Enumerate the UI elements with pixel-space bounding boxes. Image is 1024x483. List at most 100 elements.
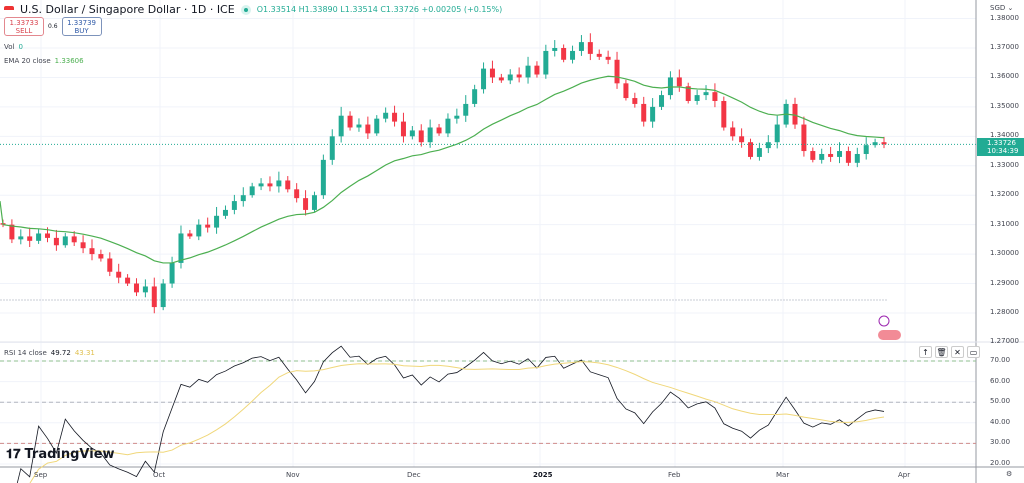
rsi-line [16,345,885,483]
candle-body [881,142,887,145]
candle-body [552,48,558,51]
candle-body [810,151,816,160]
candle-body [578,42,584,51]
time-label: Apr [898,471,911,479]
up-arrow-icon[interactable]: ↑ [919,346,932,358]
time-label: Dec [407,471,421,479]
candle-body [178,233,184,263]
candle-body [667,77,673,96]
candle-body [498,77,504,81]
chart-header: U.S. Dollar / Singapore Dollar · 1D · IC… [4,3,502,16]
time-label: Nov [286,471,300,479]
candle-body [756,148,762,157]
maximize-icon[interactable]: ▭ [967,346,980,358]
candle-body [632,98,638,104]
candle-body [659,95,665,107]
candle-body [53,237,59,246]
volume-value: 0 [18,43,23,51]
time-label: Mar [776,471,790,479]
usd-flag-icon [4,5,14,14]
candle-body [676,77,682,87]
candle-body [285,180,291,190]
candle-body [525,65,531,78]
candle-body [463,103,469,116]
spread: 0.6 [48,23,58,30]
candle-body [196,224,202,237]
candle-body [365,124,371,134]
candle-body [214,215,220,228]
candle-body [561,48,567,60]
price-tick: 1.27000 [990,337,1019,346]
rsi-tick: 40.00 [990,417,1011,426]
candle-body [712,92,718,101]
candle-body [819,153,825,160]
candle-body [9,224,15,240]
rsi-pane-tools: ↑ 🗑 ✕ ▭ [919,346,980,358]
candle-body [80,242,86,249]
rsi-legend[interactable]: RSI 14 close 49.72 43.31 [4,349,95,357]
candle-body [641,103,647,122]
candle-body [765,142,771,149]
candle-body [133,283,139,293]
ema-legend[interactable]: EMA 20 close 1.33606 [4,57,84,65]
candle-body [374,118,380,134]
rsi-ma-value: 43.31 [74,349,95,357]
price-tick: 1.33000 [990,160,1019,169]
candle-body [854,153,860,163]
candle-body [142,286,148,293]
time-label: Feb [668,471,681,479]
candle-body [27,236,33,241]
lightning-event-icon [878,315,890,327]
candle-body [400,121,406,137]
price-tick: 1.36000 [990,72,1019,81]
candle-body [703,92,709,96]
candle-body [125,277,131,284]
sell-price: 1.33733 [9,19,39,27]
candle-body [623,83,629,99]
volume-legend[interactable]: Vol 0 [4,43,23,51]
buy-button[interactable]: 1.33739 BUY [61,17,102,36]
candle-body [507,74,513,81]
candle-body [596,53,602,57]
candle-body [792,103,798,125]
volume-label: Vol [4,43,15,51]
rsi-value: 49.72 [50,349,71,357]
candle-body [739,136,745,143]
price-tick: 1.37000 [990,43,1019,51]
trade-buttons: 1.33733 SELL 0.6 1.33739 BUY [4,17,102,36]
buy-label: BUY [74,27,89,35]
rsi-tick: 70.00 [990,356,1011,364]
candle-body [481,68,487,90]
ohlc-values: O1.33514 H1.33890 L1.33514 C1.33726 +0.0… [256,5,503,14]
currency-selector[interactable]: SGD ⌄ [990,4,1014,12]
candle-body [89,248,95,255]
symbol-title[interactable]: U.S. Dollar / Singapore Dollar · 1D · IC… [20,3,235,16]
price-tick: 1.38000 [990,13,1019,22]
candle-body [418,130,424,143]
candle-body [837,151,843,157]
candle-countdown: 10:34:39 [987,147,1019,155]
sell-label: SELL [15,27,33,35]
candle-body [107,258,113,272]
collapse-icon[interactable]: ✕ [951,346,964,358]
candle-body [311,195,317,210]
trash-icon[interactable]: 🗑 [935,346,948,358]
price-tick: 1.30000 [990,249,1019,258]
rsi-tick: 50.00 [990,397,1011,406]
candle-body [329,136,335,160]
candle-body [872,142,878,146]
candle-body [863,145,869,154]
price-tick: 1.32000 [990,190,1019,199]
candle-body [516,74,522,78]
settings-icon[interactable]: ⚙ [1006,470,1013,478]
candle-body [18,236,24,240]
tradingview-logo[interactable]: 𝟏𝟕 TradingView [6,447,115,462]
sell-button[interactable]: 1.33733 SELL [4,17,44,36]
ema-value: 1.33606 [54,57,84,65]
price-tick: 1.35000 [990,101,1019,110]
rsi-tick: 30.00 [990,438,1011,447]
candle-body [160,283,166,308]
candle-body [338,115,344,137]
market-status-icon[interactable] [240,4,251,15]
